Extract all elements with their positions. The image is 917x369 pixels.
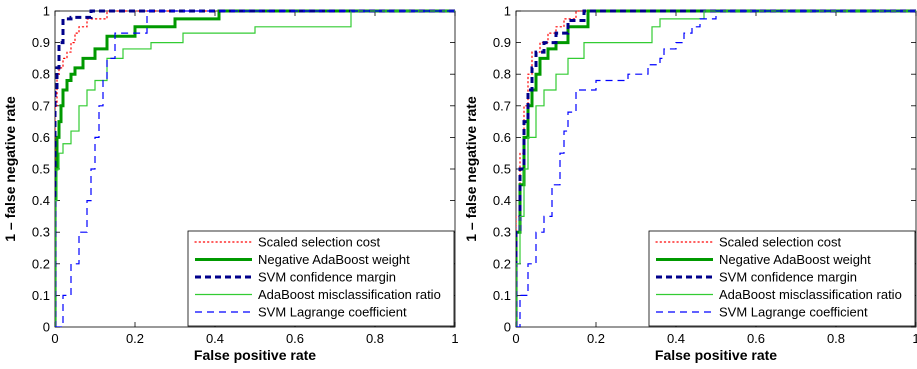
legend: Scaled selection cost Negative AdaBoost w… bbox=[187, 230, 455, 327]
y-tick-label: 0.6 bbox=[493, 130, 511, 145]
series-line-2 bbox=[55, 9, 455, 327]
x-tick-label: 0 bbox=[51, 331, 58, 346]
y-tick-label: 0.4 bbox=[493, 193, 511, 208]
series-line-1 bbox=[516, 10, 916, 327]
y-axis-label: 1 – false negative rate bbox=[463, 96, 479, 242]
y-tick-label: 0.3 bbox=[32, 225, 50, 240]
x-tick-label: 0.4 bbox=[206, 331, 224, 346]
series-line-5 bbox=[55, 10, 455, 327]
chart-panel-2: 0 0.2 0.4 0.6 0.8 1 0 0.1 0.2 0.3 0.4 0.5 0.6 0.7 0.8 0… bbox=[463, 4, 917, 364]
legend-label: SVM confidence margin bbox=[719, 270, 857, 285]
y-tick-label: 0.7 bbox=[493, 98, 511, 113]
y-tick-label: 0.5 bbox=[493, 162, 511, 177]
legend-box bbox=[648, 230, 916, 327]
legend-label: AdaBoost misclassification ratio bbox=[719, 287, 902, 302]
legend-label: AdaBoost misclassification ratio bbox=[258, 287, 441, 302]
y-tick-label: 0.2 bbox=[32, 256, 50, 271]
series-group bbox=[55, 9, 455, 327]
legend-label: Negative AdaBoost weight bbox=[719, 252, 871, 267]
legend: Scaled selection cost Negative AdaBoost w… bbox=[648, 230, 916, 327]
x-tick-label: 1 bbox=[912, 331, 917, 346]
y-tick-label: 0.1 bbox=[32, 288, 50, 303]
legend-label: SVM confidence margin bbox=[258, 270, 396, 285]
y-tick-label: 1 bbox=[504, 4, 511, 19]
legend-label: Scaled selection cost bbox=[719, 235, 842, 250]
y-axis-label: 1 – false negative rate bbox=[2, 96, 18, 242]
series-line-3 bbox=[55, 9, 455, 327]
y-tick-label: 0.1 bbox=[493, 288, 511, 303]
y-tick-label: 0 bbox=[504, 320, 511, 335]
y-tick-label: 0.6 bbox=[32, 130, 50, 145]
x-tick-label: 0.8 bbox=[366, 331, 384, 346]
x-axis-label: False positive rate bbox=[194, 347, 316, 363]
legend-label: Scaled selection cost bbox=[258, 235, 381, 250]
legend-label: Negative AdaBoost weight bbox=[258, 252, 410, 267]
y-tick-label: 0.5 bbox=[32, 162, 50, 177]
y-tick-label: 0 bbox=[43, 320, 50, 335]
y-tick-label: 0.4 bbox=[32, 193, 50, 208]
x-tick-label: 0.2 bbox=[126, 331, 144, 346]
y-tick-label: 1 bbox=[43, 4, 50, 19]
y-tick-label: 0.2 bbox=[493, 256, 511, 271]
series-line-2 bbox=[516, 9, 916, 327]
legend-box bbox=[187, 230, 455, 327]
series-line-4 bbox=[55, 10, 455, 327]
y-tick-label: 0.8 bbox=[493, 67, 511, 82]
series-line-1 bbox=[55, 10, 455, 327]
series-group bbox=[516, 9, 916, 327]
y-tick-label: 0.3 bbox=[493, 225, 511, 240]
legend-label: SVM Lagrange coefficient bbox=[719, 305, 868, 320]
x-tick-label: 0.2 bbox=[587, 331, 605, 346]
series-line-4 bbox=[516, 10, 916, 327]
x-tick-label: 0.6 bbox=[286, 331, 304, 346]
legend-label: SVM Lagrange coefficient bbox=[258, 305, 407, 320]
x-tick-label: 0.8 bbox=[827, 331, 845, 346]
x-tick-label: 0.6 bbox=[747, 331, 765, 346]
x-tick-label: 0.4 bbox=[667, 331, 685, 346]
y-tick-label: 0.9 bbox=[32, 35, 50, 50]
y-tick-label: 0.7 bbox=[32, 98, 50, 113]
x-tick-label: 1 bbox=[451, 331, 458, 346]
y-tick-label: 0.8 bbox=[32, 67, 50, 82]
series-line-3 bbox=[516, 9, 916, 327]
y-tick-label: 0.9 bbox=[493, 35, 511, 50]
x-tick-label: 0 bbox=[512, 331, 519, 346]
x-axis-label: False positive rate bbox=[655, 347, 777, 363]
chart-panel-1: 0 0.2 0.4 0.6 0.8 1 0 0.1 0.2 0.3 0.4 0.5 0.6 0.7 0.8 0… bbox=[2, 4, 459, 364]
